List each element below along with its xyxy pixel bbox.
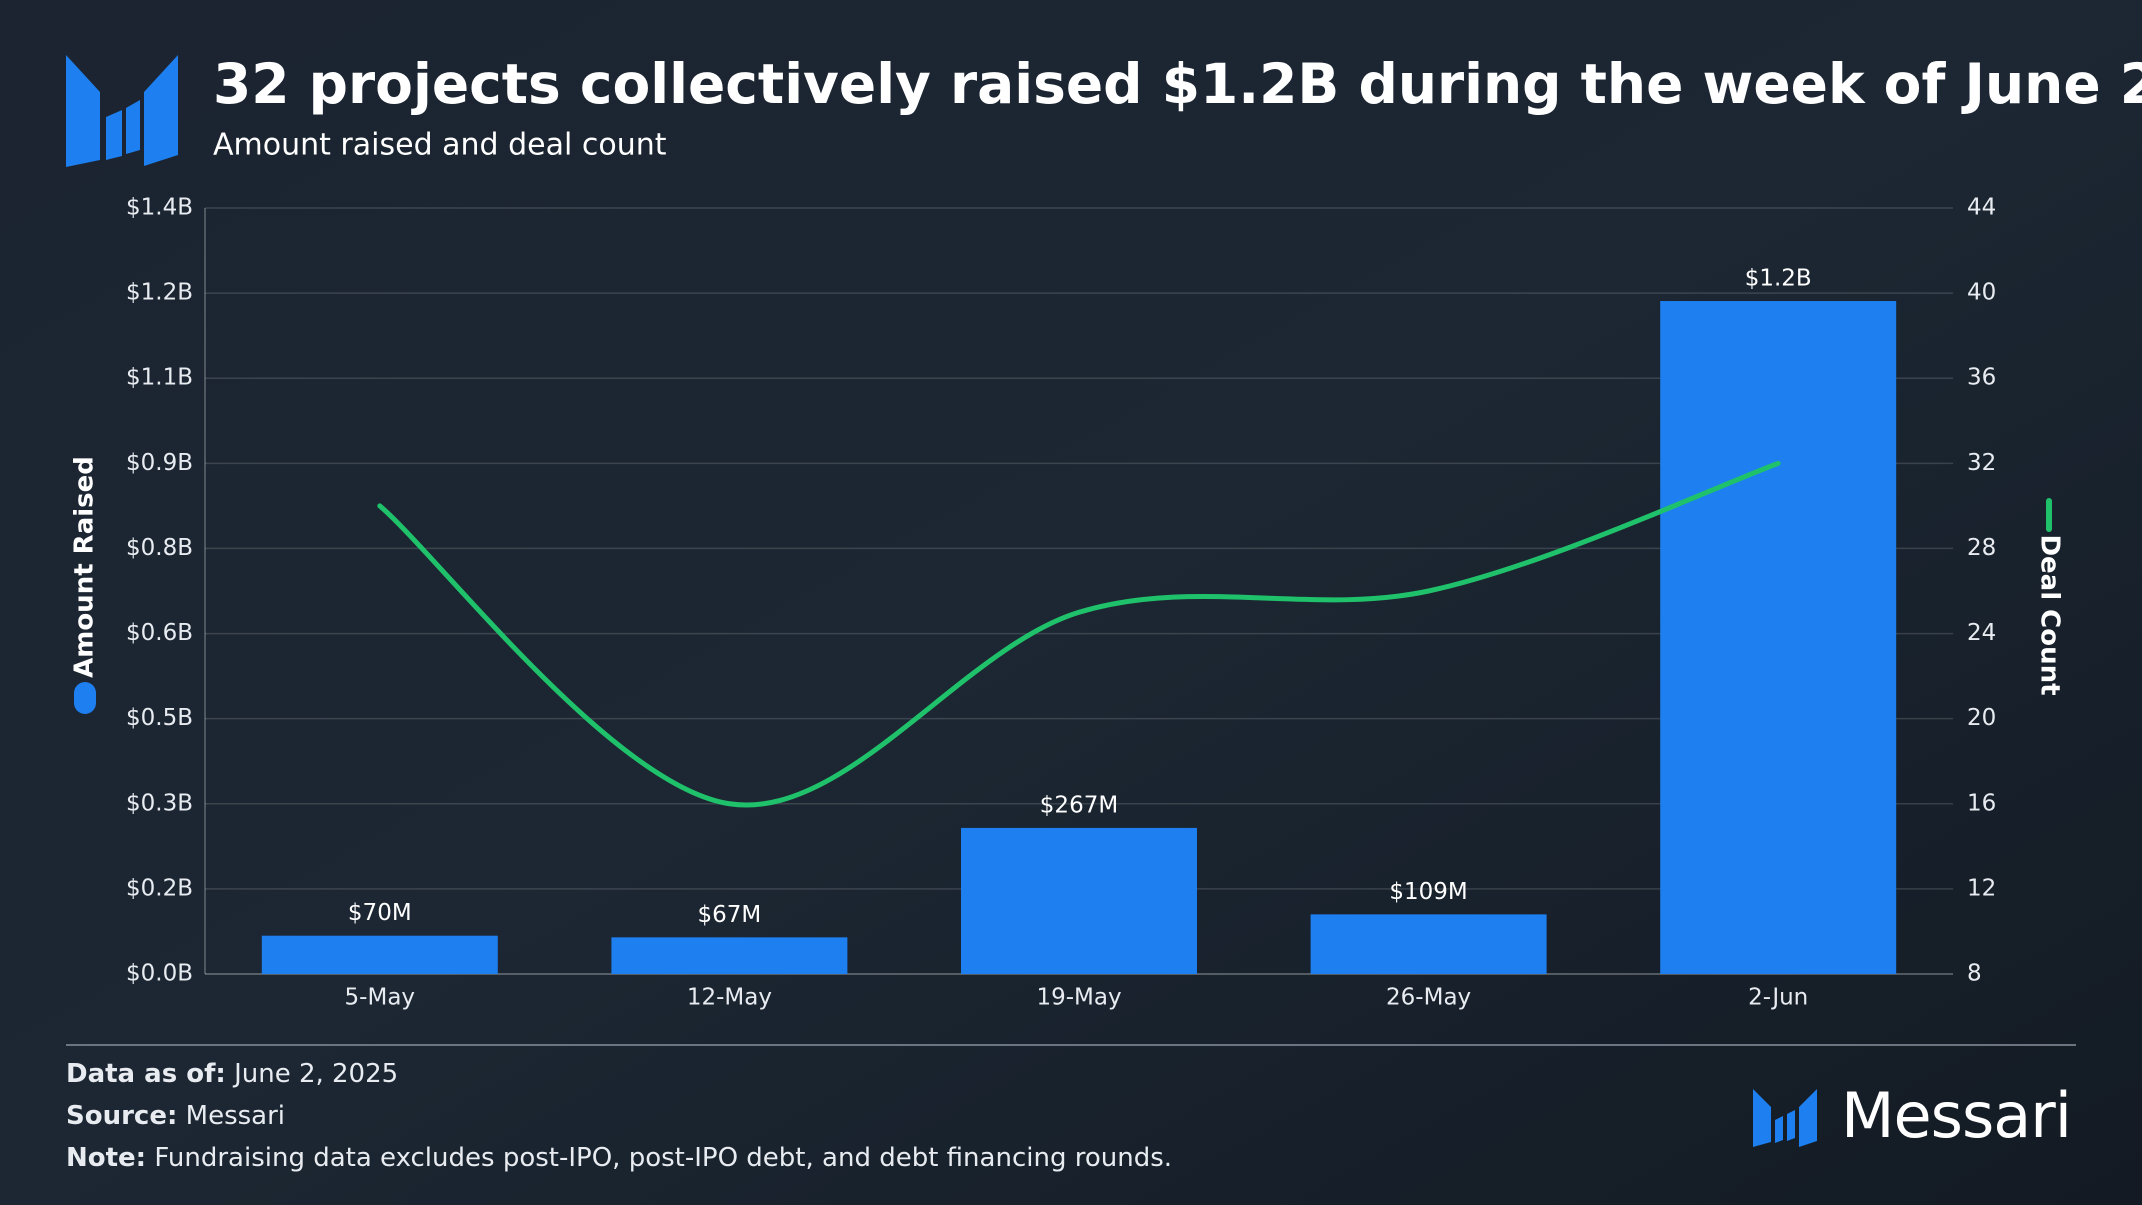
y-tick-label: $0.9B <box>126 450 193 476</box>
y2-tick-label: 28 <box>1967 535 1996 561</box>
data-label: $267M <box>1040 792 1118 818</box>
data-label: $109M <box>1389 879 1467 905</box>
legend-label: Deal Count <box>2035 534 2065 695</box>
y2-tick-label: 12 <box>1967 875 1996 901</box>
legend-swatch <box>2046 498 2052 532</box>
y2-tick-label: 16 <box>1967 790 1996 816</box>
y-tick-label: $0.3B <box>126 790 193 816</box>
y-tick-label: $1.2B <box>126 280 193 306</box>
data-label: $1.2B <box>1745 266 1812 292</box>
y-tick-label: $0.2B <box>126 875 193 901</box>
x-tick-label: 19-May <box>1036 985 1121 1011</box>
footer-date: Data as of: June 2, 2025 <box>66 1059 398 1089</box>
y-tick-label: $0.8B <box>126 535 193 561</box>
x-tick-label: 26-May <box>1386 985 1471 1011</box>
y2-tick-label: 40 <box>1967 280 1996 306</box>
data-label: $70M <box>348 900 412 926</box>
bar <box>611 937 848 974</box>
footer-note: Note: Fundraising data excludes post-IPO… <box>66 1143 1172 1173</box>
y-tick-label: $0.6B <box>126 620 193 646</box>
y-tick-label: $1.1B <box>126 365 193 391</box>
brand-logo <box>1753 1089 1817 1147</box>
chart-title: 32 projects collectively raised $1.2B du… <box>213 52 2142 116</box>
y2-tick-label: 20 <box>1967 705 1996 731</box>
legend-swatch <box>74 682 96 714</box>
line <box>377 460 1781 808</box>
logo <box>66 55 178 167</box>
x-tick-label: 2-Jun <box>1748 985 1808 1011</box>
data-label: $67M <box>698 902 762 928</box>
y-tick-label: $0.5B <box>126 705 193 731</box>
brand-name: Messari <box>1841 1079 2071 1152</box>
bar <box>1660 301 1897 974</box>
bar <box>961 827 1197 974</box>
footer-source: Source: Messari <box>66 1101 285 1131</box>
bar <box>1310 914 1547 974</box>
y2-tick-label: 36 <box>1967 365 1996 391</box>
legend-label: Amount Raised <box>70 456 100 678</box>
y2-tick-label: 32 <box>1967 450 1996 476</box>
x-tick-label: 5-May <box>345 985 415 1011</box>
y2-tick-label: 24 <box>1967 620 1996 646</box>
y-tick-label: $0.0B <box>126 961 193 987</box>
y2-tick-label: 44 <box>1967 195 1996 221</box>
x-tick-label: 12-May <box>687 985 772 1011</box>
y-tick-label: $1.4B <box>126 195 193 221</box>
y2-tick-label: 8 <box>1967 961 1982 987</box>
chart-subtitle: Amount raised and deal count <box>213 128 667 163</box>
bar <box>261 935 498 974</box>
